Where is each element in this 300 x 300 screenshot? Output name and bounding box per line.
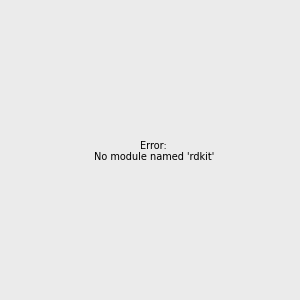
Text: Error:
No module named 'rdkit': Error: No module named 'rdkit': [94, 141, 214, 162]
